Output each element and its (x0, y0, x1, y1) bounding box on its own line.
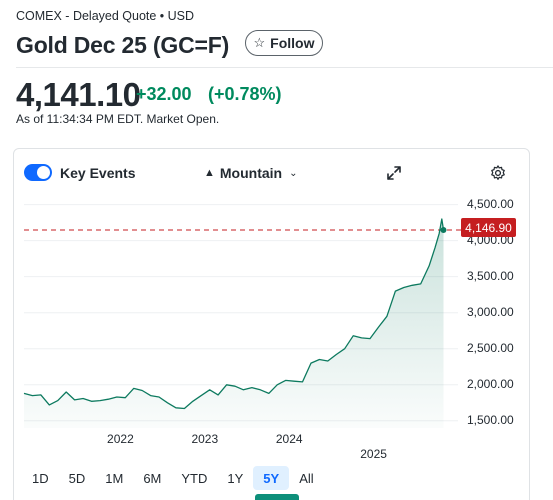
range-button-5d[interactable]: 5D (68, 470, 86, 486)
price-change-percent: (+0.78%) (208, 84, 282, 104)
y-tick-label: 3,500.00 (467, 268, 514, 283)
series-line (23, 218, 445, 410)
range-selector: 1D 5D 1M 6M YTD 1Y 5Y All (22, 466, 324, 490)
exchange-info: COMEX - Delayed Quote • USD (16, 9, 195, 23)
active-range-indicator (255, 494, 299, 500)
star-icon: ☆ (253, 35, 266, 50)
x-tick-label: 2025 (360, 447, 387, 461)
follow-button[interactable]: ☆ Follow (245, 30, 323, 56)
y-tick-label: 4,500.00 (467, 196, 514, 211)
toggle-knob (37, 166, 50, 179)
chart-type-label: Mountain (219, 165, 283, 181)
range-button-1m[interactable]: 1M (105, 470, 124, 486)
y-tick-label: 3,000.00 (467, 304, 514, 319)
y-tick-label: 2,500.00 (467, 340, 514, 355)
range-button-1d[interactable]: 1D (32, 470, 49, 486)
current-price: 4,141.10 (16, 76, 141, 113)
mountain-icon: ▲ (204, 167, 215, 179)
range-button-all[interactable]: All (299, 470, 314, 486)
follow-label: Follow (270, 35, 315, 51)
y-tick-label: 1,500.00 (467, 412, 514, 427)
chart-card (13, 148, 530, 500)
key-events-label: Key Events (60, 165, 136, 181)
range-button-1y[interactable]: 1Y (227, 470, 244, 486)
gear-icon[interactable] (489, 164, 507, 182)
chart-type-dropdown[interactable]: ▲ Mountain ⌄ (204, 165, 298, 181)
divider (16, 67, 553, 68)
range-button-ytd[interactable]: YTD (181, 470, 208, 486)
key-events-toggle[interactable] (24, 164, 52, 181)
price-change: +32.00 (136, 84, 192, 104)
range-button-6m[interactable]: 6M (143, 470, 162, 486)
x-tick-label: 2024 (275, 432, 303, 446)
chevron-down-icon: ⌄ (289, 167, 298, 179)
last-point-marker (440, 227, 447, 234)
x-tick-label: 2022 (107, 432, 134, 446)
y-tick-label: 2,000.00 (467, 376, 514, 391)
last-price-tag: 4,146.90 (461, 218, 516, 237)
x-tick-label: 2023 (191, 432, 219, 446)
page-title: Gold Dec 25 (GC=F) (16, 32, 230, 58)
expand-icon[interactable] (386, 165, 402, 181)
series-area (24, 219, 444, 428)
range-button-5y[interactable]: 5Y (253, 466, 290, 490)
as-of-timestamp: As of 11:34:34 PM EDT. Market Open. (16, 112, 220, 126)
